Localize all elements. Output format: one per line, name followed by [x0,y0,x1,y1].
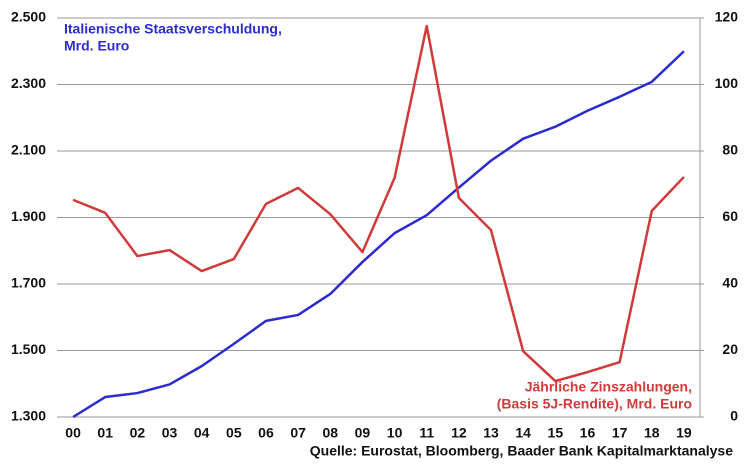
x-tick-label: 15 [548,425,564,441]
y-tick-label: 1.500 [11,341,46,357]
x-tick-label: 11 [419,425,434,441]
x-tick-label: 14 [515,425,531,441]
x-tick-label: 06 [258,425,274,441]
x-tick-label: 12 [451,425,467,441]
y2-tick-label: 100 [715,75,739,91]
y-tick-label: 1.300 [11,408,46,424]
x-tick-label: 19 [676,425,692,441]
y2-tick-label: 60 [722,208,738,224]
y-tick-label: 2.300 [11,75,46,91]
series-label: Mrd. Euro [64,38,129,54]
y-tick-label: 1.900 [11,208,46,224]
y2-tick-label: 40 [722,275,738,291]
y2-tick-label: 80 [722,142,738,158]
x-tick-label: 13 [483,425,499,441]
x-tick-label: 10 [387,425,403,441]
x-tick-label: 07 [290,425,306,441]
x-tick-label: 08 [322,425,338,441]
series-label: Italienische Staatsverschuldung, [64,21,282,37]
series-line [72,50,685,419]
x-tick-label: 02 [130,425,146,441]
series-label: Jährliche Zinszahlungen, [525,379,692,395]
y-tick-label: 2.500 [11,9,46,25]
x-tick-label: 18 [644,425,660,441]
x-tick-label: 16 [580,425,596,441]
y2-tick-label: 0 [730,408,738,424]
y2-tick-label: 120 [715,9,739,25]
y-tick-label: 1.700 [11,275,46,291]
series-line [72,24,685,383]
x-tick-label: 03 [162,425,178,441]
y-tick-label: 2.100 [11,142,46,158]
x-tick-label: 01 [97,425,113,441]
x-tick-label: 05 [226,425,242,441]
x-tick-label: 00 [65,425,81,441]
source: Quelle: Eurostat, Bloomberg, Baader Bank… [310,443,733,459]
x-tick-label: 17 [612,425,628,441]
x-tick-label: 09 [355,425,371,441]
x-tick-label: 04 [194,425,210,441]
series-label: (Basis 5J-Rendite), Mrd. Euro [497,396,692,412]
y2-tick-label: 20 [722,341,738,357]
